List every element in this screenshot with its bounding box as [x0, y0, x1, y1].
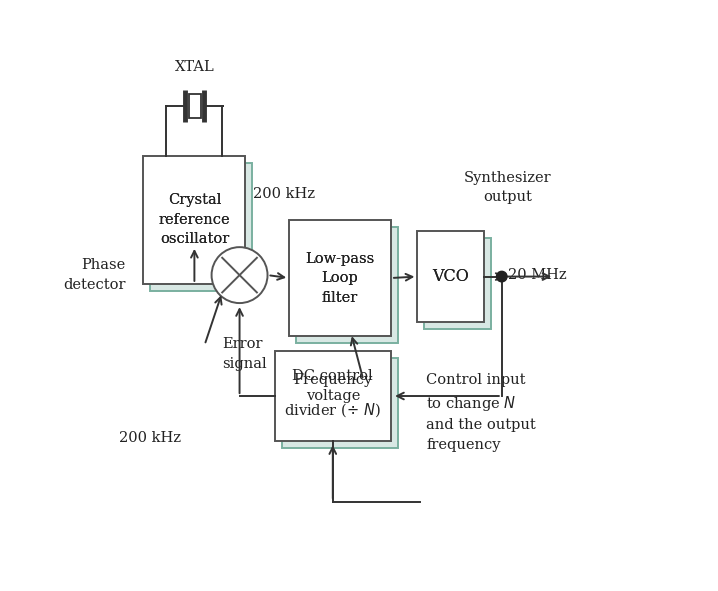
Text: VCO: VCO — [432, 268, 469, 285]
Text: DC control
voltage: DC control voltage — [292, 369, 373, 402]
Text: Low-pass
Loop
filter: Low-pass Loop filter — [305, 252, 375, 304]
Text: 20 MHz: 20 MHz — [508, 268, 567, 282]
Bar — [281, 358, 398, 448]
Text: Low-pass
Loop
filter: Low-pass Loop filter — [305, 252, 375, 304]
Text: Crystal
reference
oscillator: Crystal reference oscillator — [159, 193, 230, 246]
Bar — [424, 238, 491, 329]
Text: XTAL: XTAL — [174, 60, 215, 74]
Bar — [189, 95, 200, 118]
Text: 200 kHz: 200 kHz — [119, 431, 181, 445]
Bar — [144, 155, 246, 284]
Circle shape — [497, 271, 507, 282]
Text: Frequency: Frequency — [293, 373, 373, 387]
Text: Synthesizer
output: Synthesizer output — [464, 171, 551, 204]
Text: VCO: VCO — [432, 268, 469, 285]
Bar — [289, 220, 391, 336]
Text: Error
signal: Error signal — [222, 337, 266, 371]
Text: 200 kHz: 200 kHz — [253, 187, 315, 200]
Bar — [296, 227, 398, 343]
Text: divider ($\div$ $N$): divider ($\div$ $N$) — [284, 402, 381, 420]
Text: Phase
detector: Phase detector — [63, 258, 126, 292]
Bar — [417, 232, 484, 322]
Text: Control input
to change $N$
and the output
frequency: Control input to change $N$ and the outp… — [426, 372, 536, 452]
Bar — [274, 351, 391, 441]
Bar — [150, 163, 252, 291]
Text: Crystal
reference
oscillator: Crystal reference oscillator — [159, 193, 230, 246]
Circle shape — [212, 247, 268, 303]
